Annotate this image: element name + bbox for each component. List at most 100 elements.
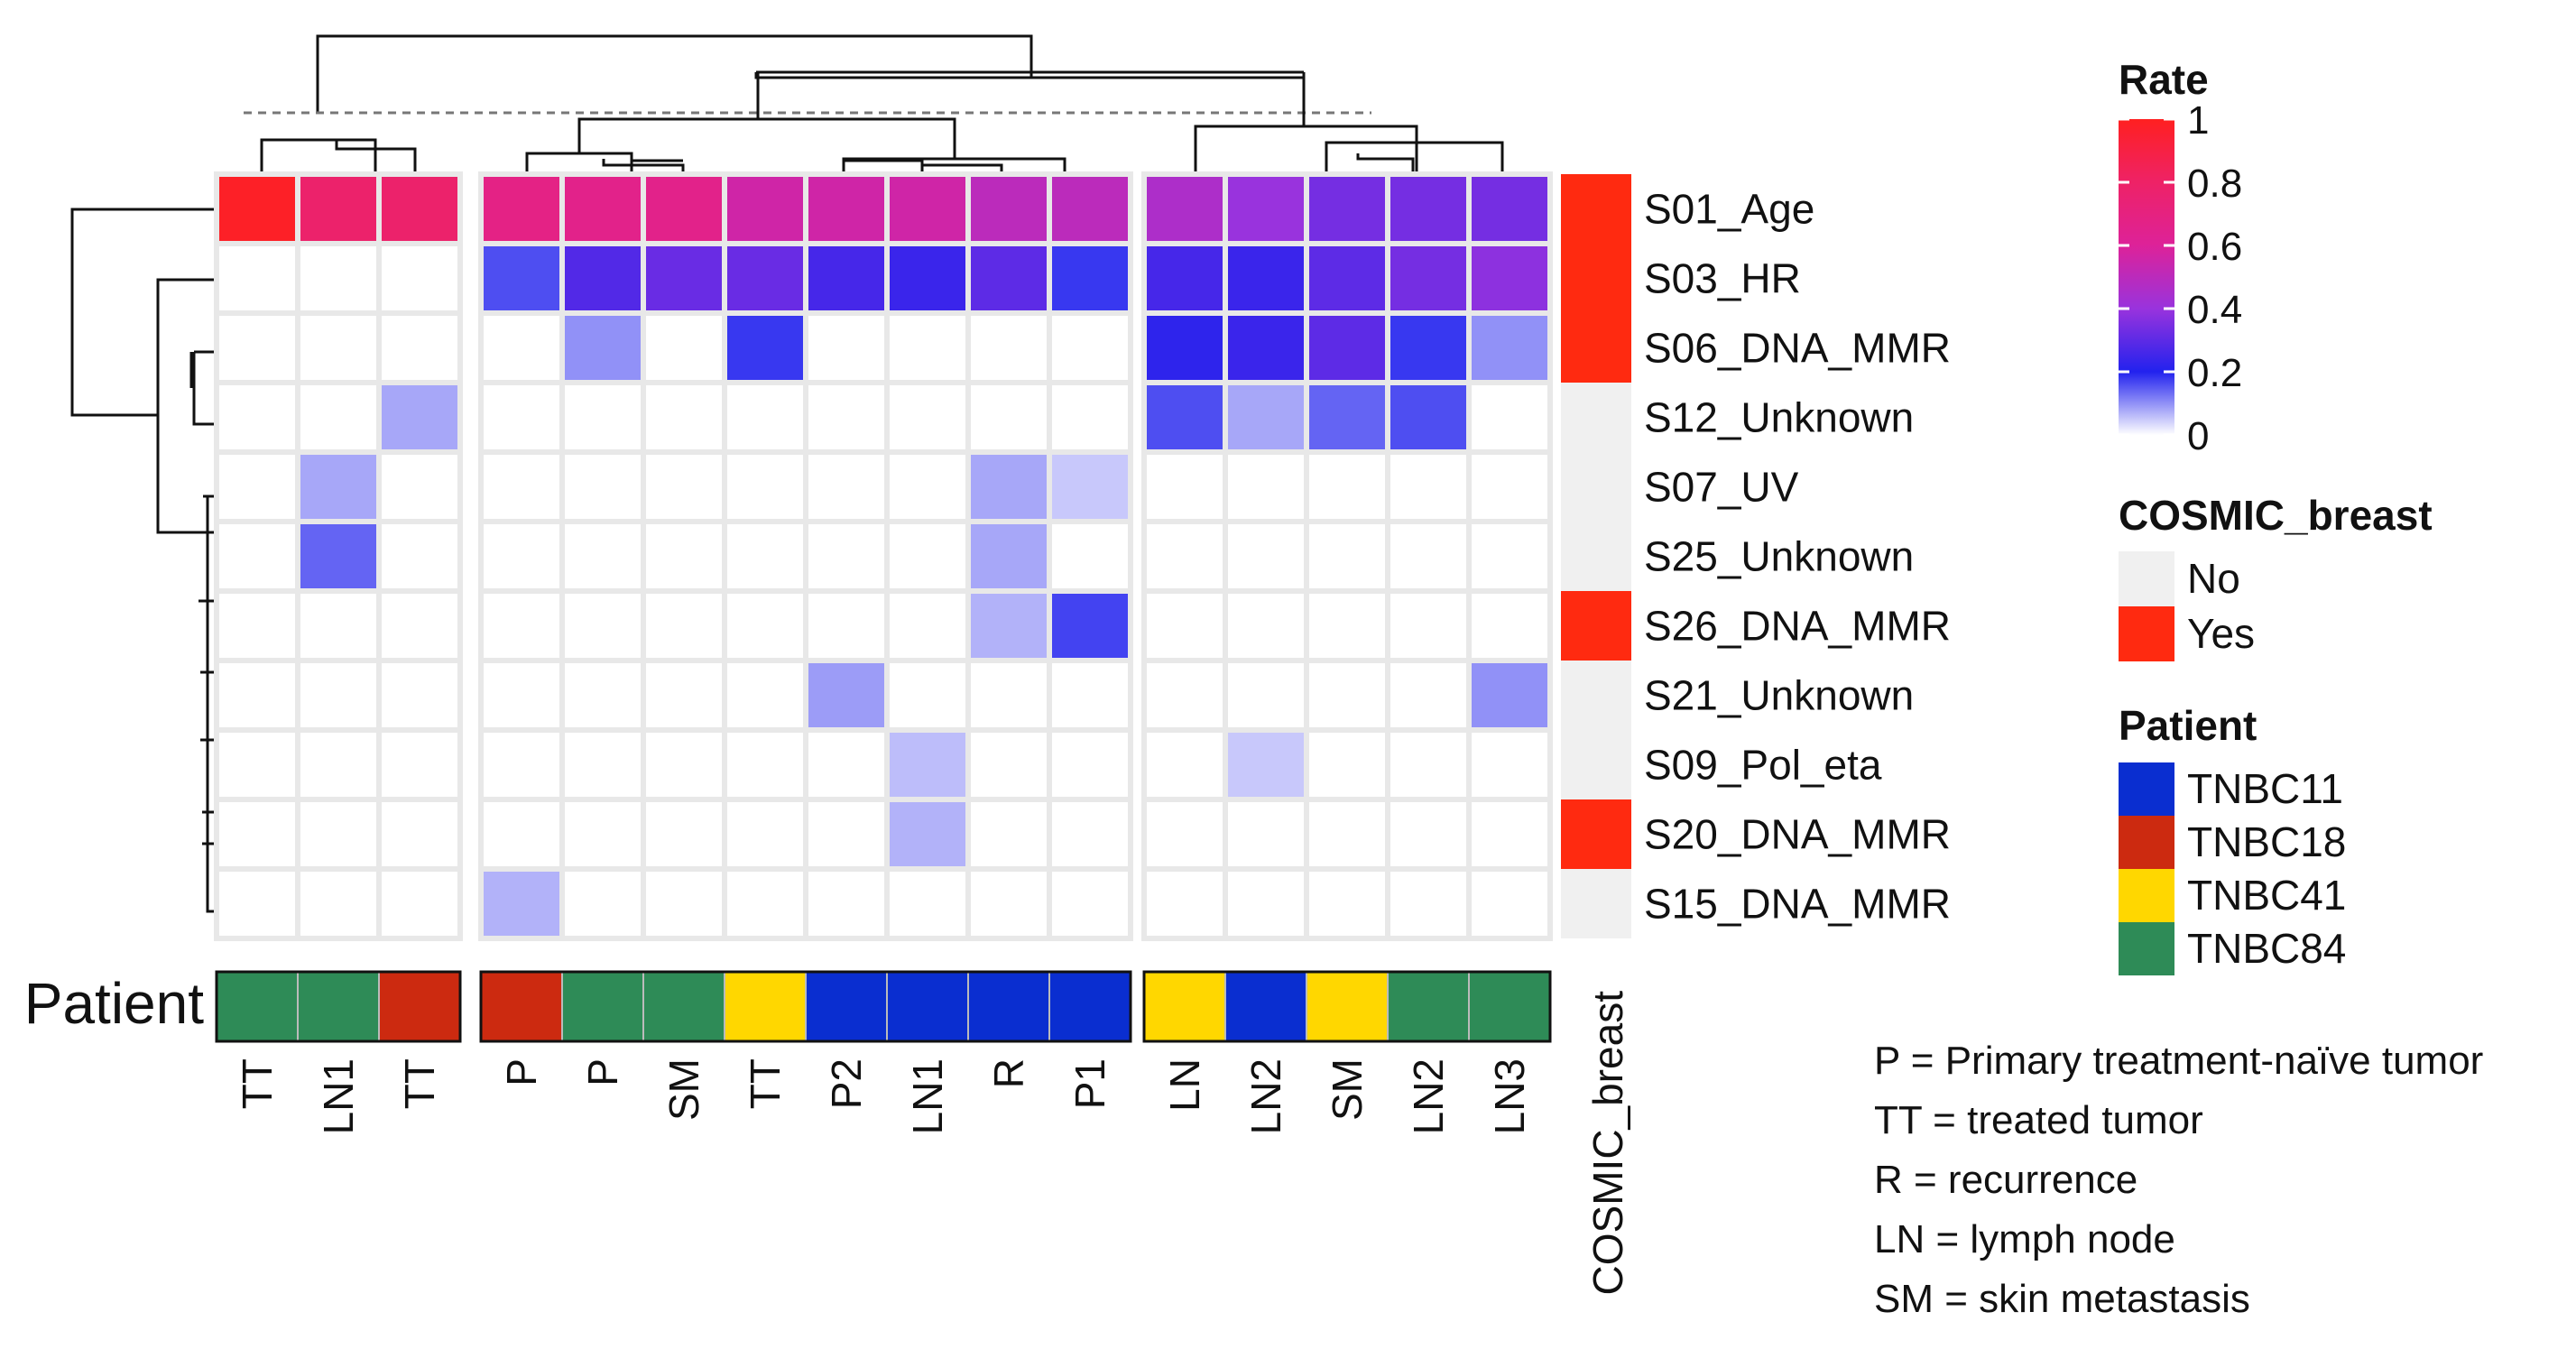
heatmap-cell (1472, 802, 1547, 866)
heatmap-cell (382, 733, 457, 797)
heatmap-cell (971, 524, 1047, 588)
heatmap-cell (1147, 663, 1223, 727)
patient-cell (297, 971, 380, 1042)
rate-tick-label: 1 (2187, 98, 2209, 143)
patient-legend-label: TNBC18 (2187, 818, 2346, 865)
heatmap-cell (890, 802, 965, 866)
patient-legend-label: TNBC84 (2187, 925, 2346, 972)
heatmap-cell (1390, 177, 1466, 241)
heatmap-cell (1228, 385, 1304, 449)
heatmap-cell (890, 385, 965, 449)
abbreviation-key: P = Primary treatment-naïve tumor TT = tr… (1874, 1039, 2483, 1321)
patient-cell (561, 971, 644, 1042)
heatmap-cell (646, 524, 722, 588)
patient-cell (216, 971, 299, 1042)
column-label: LN1 (315, 1058, 362, 1134)
heatmap-cell (971, 455, 1047, 519)
column-label: TT (396, 1058, 443, 1109)
heatmap-cell (484, 872, 559, 936)
heatmap-cell (300, 316, 376, 380)
abbreviation-line: TT = treated tumor (1874, 1098, 2203, 1142)
cosmic-legend-label: No (2187, 555, 2240, 602)
heatmap-cell (382, 385, 457, 449)
heatmap-cell (1052, 385, 1128, 449)
rate-legend-title: Rate (2119, 56, 2209, 103)
heatmap-cell (484, 733, 559, 797)
patient-cell (1224, 971, 1307, 1042)
heatmap-cell (1147, 594, 1223, 658)
heatmap-cell (727, 733, 803, 797)
heatmap-cell (1052, 872, 1128, 936)
heatmap-cell (1472, 663, 1547, 727)
patient-annotation-row (215, 970, 1552, 1043)
cosmic-legend-label: Yes (2187, 610, 2255, 657)
heatmap-cells (214, 171, 1553, 941)
heatmap-cell (219, 594, 295, 658)
heatmap-cell (890, 455, 965, 519)
heatmap-cell (1390, 246, 1466, 310)
heatmap-cell (1228, 177, 1304, 241)
heatmap-cell (300, 663, 376, 727)
heatmap-cell (565, 455, 641, 519)
heatmap-cell (1472, 524, 1547, 588)
heatmap-cell (382, 455, 457, 519)
heatmap-cell (1309, 872, 1385, 936)
heatmap-cell (1309, 177, 1385, 241)
heatmap-cell (808, 316, 884, 380)
heatmap-cell (1147, 246, 1223, 310)
heatmap-cell (890, 663, 965, 727)
heatmap-cell (727, 872, 803, 936)
heatmap-cell (565, 524, 641, 588)
column-label: LN (1161, 1058, 1208, 1112)
heatmap-cell (808, 733, 884, 797)
row-label: S06_DNA_MMR (1644, 325, 1951, 372)
heatmap-cell (219, 663, 295, 727)
abbreviation-line: R = recurrence (1874, 1158, 2137, 1202)
cosmic-breast-legend: COSMIC_breast No Yes (2119, 492, 2433, 661)
heatmap-cell (565, 246, 641, 310)
heatmap-cell (565, 177, 641, 241)
heatmap-cell (382, 316, 457, 380)
patient-legend-swatch (2119, 816, 2174, 869)
row-dendrogram (70, 208, 218, 913)
heatmap-cell (1472, 455, 1547, 519)
heatmap-cell (565, 594, 641, 658)
heatmap-cell (1472, 246, 1547, 310)
heatmap-cell (1390, 524, 1466, 588)
row-label: S25_Unknown (1644, 533, 1914, 580)
heatmap-cell (300, 177, 376, 241)
heatmap-cell (1309, 385, 1385, 449)
column-label: LN2 (1405, 1058, 1452, 1134)
patient-legend: Patient TNBC11 TNBC18 TNBC41 TNBC84 (2119, 702, 2346, 975)
rate-tick-label: 0 (2187, 414, 2209, 458)
heatmap-cell (1309, 524, 1385, 588)
heatmap-cell (300, 524, 376, 588)
heatmap-cell (1147, 733, 1223, 797)
patient-cell (805, 971, 888, 1042)
heatmap-cell (1228, 872, 1304, 936)
patient-legend-title: Patient (2119, 702, 2257, 749)
heatmap-cell (646, 733, 722, 797)
heatmap-cell (646, 246, 722, 310)
heatmap-cell (1052, 733, 1128, 797)
heatmap-cell (484, 663, 559, 727)
row-label: S21_Unknown (1644, 672, 1914, 719)
heatmap-cell (1228, 733, 1304, 797)
patient-legend-swatch (2119, 922, 2174, 975)
heatmap-cell (1052, 455, 1128, 519)
heatmap-cell (219, 246, 295, 310)
rate-tick-label: 0.6 (2187, 225, 2242, 269)
heatmap-cell (484, 177, 559, 241)
heatmap-cell (565, 663, 641, 727)
heatmap-cell (219, 316, 295, 380)
rate-tick-label: 0.8 (2187, 162, 2242, 206)
column-label: LN2 (1242, 1058, 1289, 1134)
heatmap-cell (484, 316, 559, 380)
heatmap-cell (646, 316, 722, 380)
cosmic-breast-column-label: COSMIC_breast (1584, 991, 1631, 1296)
heatmap-cell (1052, 594, 1128, 658)
heatmap-cell (382, 802, 457, 866)
heatmap-cell (219, 872, 295, 936)
row-label: S15_DNA_MMR (1644, 881, 1951, 928)
